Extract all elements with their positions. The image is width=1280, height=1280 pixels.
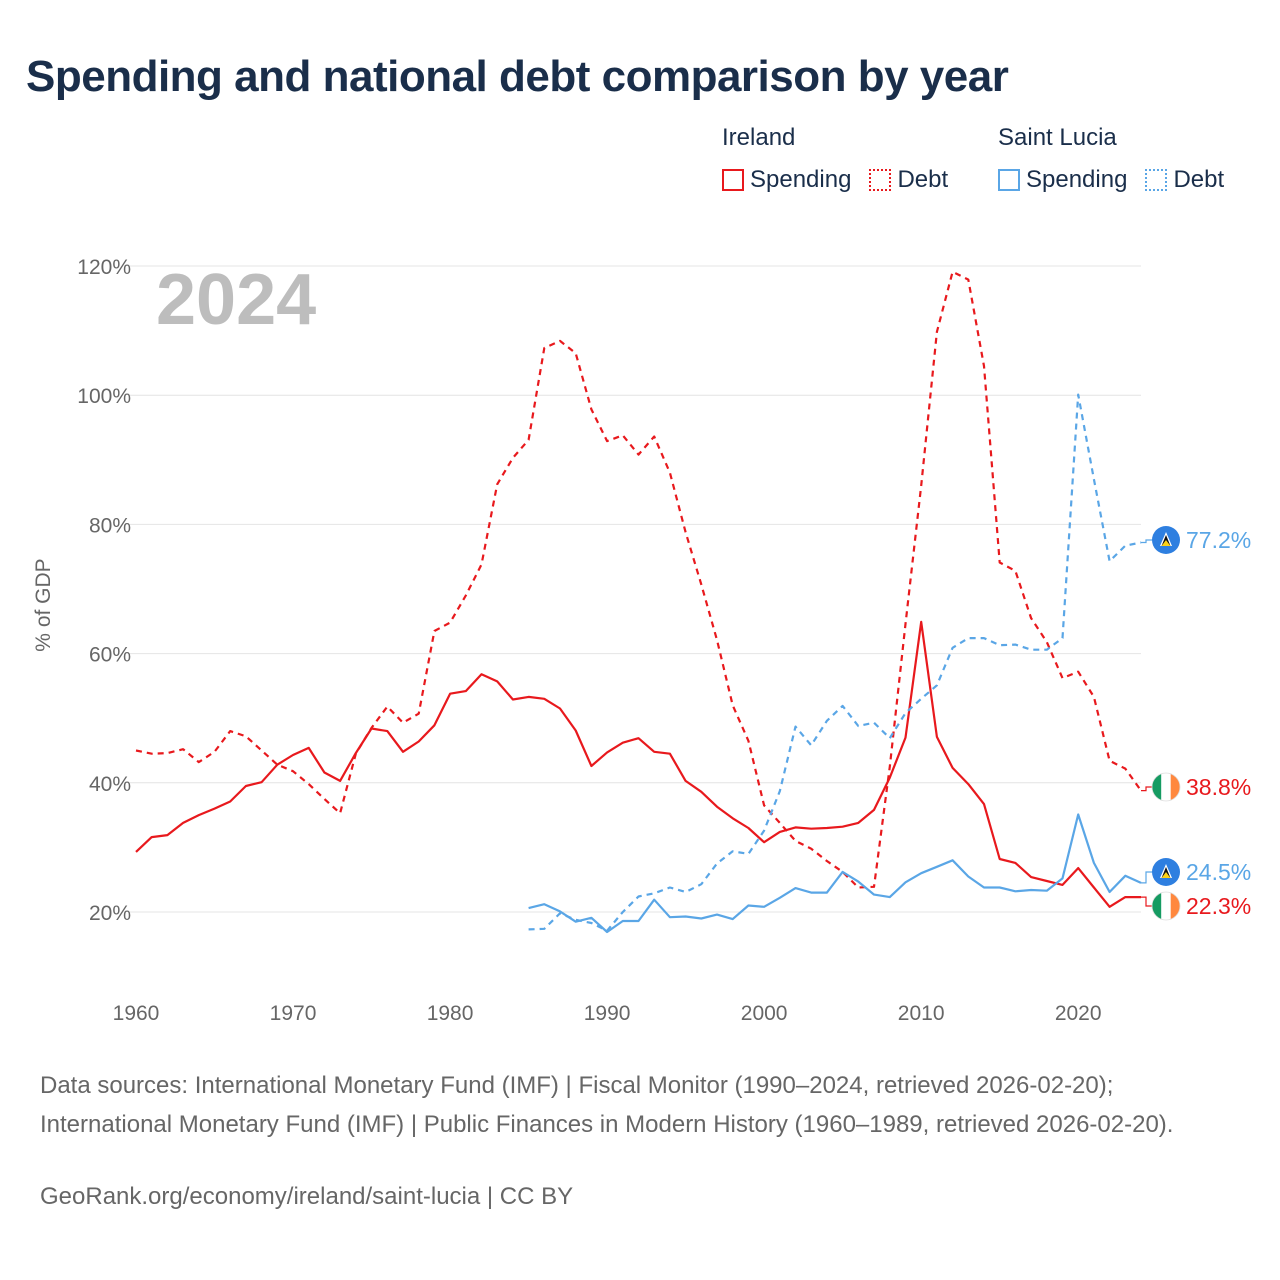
x-tick-label: 1970 [270,1002,317,1025]
y-tick-label: 120% [77,256,131,279]
y-tick-label: 20% [89,902,131,925]
chart-title: Spending and national debt comparison by… [26,52,1009,101]
ireland-flag-border [1151,891,1181,921]
legend-label: Spending [1026,166,1128,193]
x-tick-label: 2010 [898,1002,945,1025]
footer-url[interactable]: GeoRank.org/economy/ireland/saint-lucia … [40,1183,574,1210]
ireland-spending-line[interactable] [135,620,1141,908]
legend-saint-lucia-debt[interactable]: Debt [1145,166,1224,194]
y-tick-label: 80% [89,514,131,537]
end-label-connector [1141,786,1152,792]
saint-lucia-flag-gold [1161,540,1171,546]
legend-label: Debt [1173,166,1225,193]
legend-swatch-dotted-icon [869,169,892,191]
saint-lucia-spending-line[interactable] [528,813,1142,934]
ireland-debt-line[interactable] [135,270,1142,889]
end-value-label: 77.2% [1186,527,1251,553]
legend-label: Spending [750,166,852,193]
year-watermark: 2024 [156,260,316,340]
legend-saint-lucia: Saint Lucia Spending Debt [998,124,1242,194]
ireland-flag-orange [1170,773,1181,801]
saint-lucia-flag-gold [1161,872,1171,878]
line-chart: 20% 40% 60% 80% 100% 120% 1960 1970 1980 1990 2000… [32,256,1251,1025]
legend-ireland-title: Ireland [722,124,796,151]
ireland-flag-green [1151,773,1162,801]
legend-swatch-dotted-icon [1145,169,1168,191]
end-value-label: 24.5% [1186,859,1251,885]
x-tick-label: 1990 [584,1002,631,1025]
legend-swatch-solid-icon [722,169,744,191]
legend-label: Debt [897,166,949,193]
end-value-label: 22.3% [1186,893,1251,919]
legend-ireland-spending[interactable]: Spending [722,166,851,194]
end-label-connector [1141,896,1152,907]
legend-swatch-solid-icon [998,169,1020,191]
x-tick-label: 1960 [113,1002,160,1025]
legend-saint-lucia-spending[interactable]: Spending [998,166,1127,194]
end-label-connector [1141,539,1152,544]
legend-ireland: Ireland Spending Debt [722,124,966,194]
y-tick-label: 100% [77,385,131,408]
legend-saint-lucia-title: Saint Lucia [998,124,1117,151]
ireland-flag-white [1161,773,1171,801]
saint-lucia-debt-line[interactable] [528,393,1142,932]
end-value-label: 38.8% [1186,774,1251,800]
x-tick-label: 2000 [741,1002,788,1025]
legend-ireland-debt[interactable]: Debt [869,166,948,194]
x-tick-label: 1980 [427,1002,474,1025]
end-label-connector [1141,871,1152,884]
x-tick-label: 2020 [1055,1002,1102,1025]
ireland-flag-orange [1170,892,1181,920]
footer-sources: Data sources: International Monetary Fun… [40,1072,1174,1138]
ireland-flag-green [1151,892,1162,920]
ireland-flag-white [1161,892,1171,920]
ireland-flag-border [1151,772,1181,802]
y-axis-title: % of GDP [32,558,55,651]
y-tick-label: 40% [89,773,131,796]
y-tick-label: 60% [89,644,131,667]
